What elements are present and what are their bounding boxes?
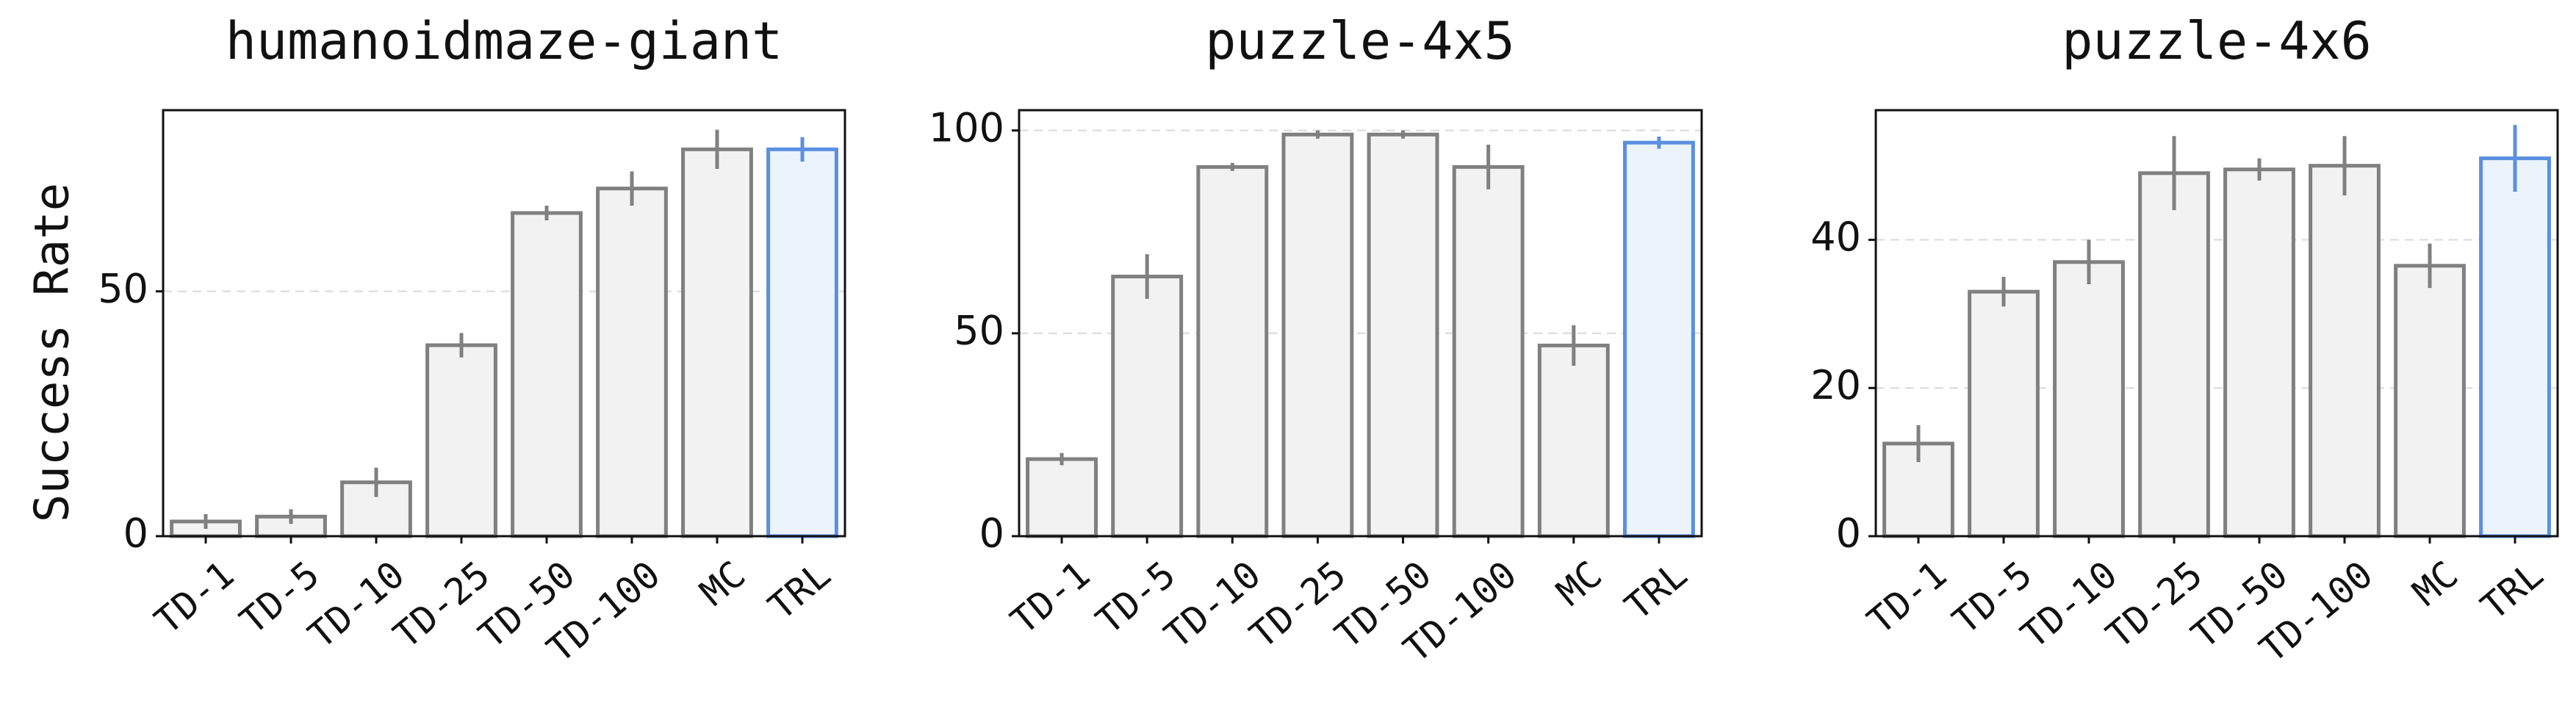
plot-frame bbox=[1874, 109, 2559, 538]
bar-mc bbox=[2394, 264, 2466, 538]
bar-td-10 bbox=[2053, 260, 2125, 538]
y-tick-label: 100 bbox=[929, 104, 1004, 151]
y-tick-label: 0 bbox=[123, 510, 148, 557]
x-tick-label: TD-10 bbox=[1156, 553, 1269, 657]
bar-td-100 bbox=[2309, 164, 2381, 538]
plot-frame bbox=[162, 109, 846, 538]
y-tick-label: 50 bbox=[954, 307, 1004, 353]
y-axis-label: Success Rate bbox=[26, 183, 80, 522]
x-tick-label: TD-1 bbox=[1860, 553, 1955, 643]
chart-title: puzzle-4x6 bbox=[2062, 11, 2371, 71]
bar-td-25 bbox=[1281, 132, 1354, 538]
bar-td-50 bbox=[2223, 167, 2295, 538]
bar-trl bbox=[1622, 140, 1695, 538]
bar-td-100 bbox=[1452, 165, 1525, 538]
x-tick-label: MC bbox=[1549, 553, 1610, 614]
panel-puzzle-4x5: puzzle-4x5 TD-1TD-5TD-10TD-25TD-50TD-100… bbox=[929, 11, 1703, 671]
x-tick-label: TD-10 bbox=[301, 553, 413, 657]
plot-frame bbox=[1018, 109, 1703, 538]
bar-td-50 bbox=[1367, 132, 1439, 538]
panel-puzzle-4x6: puzzle-4x6 TD-1TD-5TD-10TD-25TD-50TD-100… bbox=[1810, 11, 2559, 671]
bar-td-10 bbox=[1196, 165, 1269, 538]
x-tick-label: TRL bbox=[760, 553, 838, 628]
bar-trl bbox=[766, 147, 838, 538]
bar-td-1 bbox=[1026, 457, 1098, 538]
bar-mc bbox=[1537, 343, 1610, 538]
x-tick-label: TRL bbox=[2473, 553, 2551, 628]
bar-td-25 bbox=[2138, 171, 2210, 538]
y-tick-label: 50 bbox=[98, 265, 148, 311]
bar-td-5 bbox=[1111, 274, 1184, 538]
panel-humanoidmaze-giant: humanoidmaze-giant TD-1TD-5TD-10TD-25TD-… bbox=[98, 11, 846, 671]
bar-td-100 bbox=[596, 187, 668, 538]
x-tick-label: MC bbox=[2405, 553, 2466, 614]
x-tick-label: TD-25 bbox=[1242, 553, 1354, 657]
x-tick-label: TD-10 bbox=[2013, 553, 2126, 657]
chart-title: puzzle-4x5 bbox=[1205, 11, 1514, 71]
bar-td-25 bbox=[425, 343, 497, 538]
y-tick-label: 0 bbox=[979, 510, 1004, 557]
x-tick-label: TD-1 bbox=[1003, 553, 1098, 643]
x-tick-label: TRL bbox=[1617, 553, 1695, 628]
x-tick-label: TD-1 bbox=[147, 553, 242, 643]
bar-trl bbox=[2479, 156, 2551, 538]
y-tick-label: 20 bbox=[1810, 362, 1861, 408]
chart-title: humanoidmaze-giant bbox=[226, 11, 783, 71]
bar-td-50 bbox=[511, 211, 583, 538]
y-tick-label: 0 bbox=[1836, 510, 1861, 557]
y-tick-label: 40 bbox=[1810, 214, 1861, 260]
x-tick-label: TD-25 bbox=[386, 553, 498, 657]
x-tick-label: TD-25 bbox=[2098, 553, 2211, 657]
bar-td-5 bbox=[1968, 289, 2040, 538]
x-tick-label: MC bbox=[692, 553, 753, 614]
bar-mc bbox=[681, 147, 753, 538]
